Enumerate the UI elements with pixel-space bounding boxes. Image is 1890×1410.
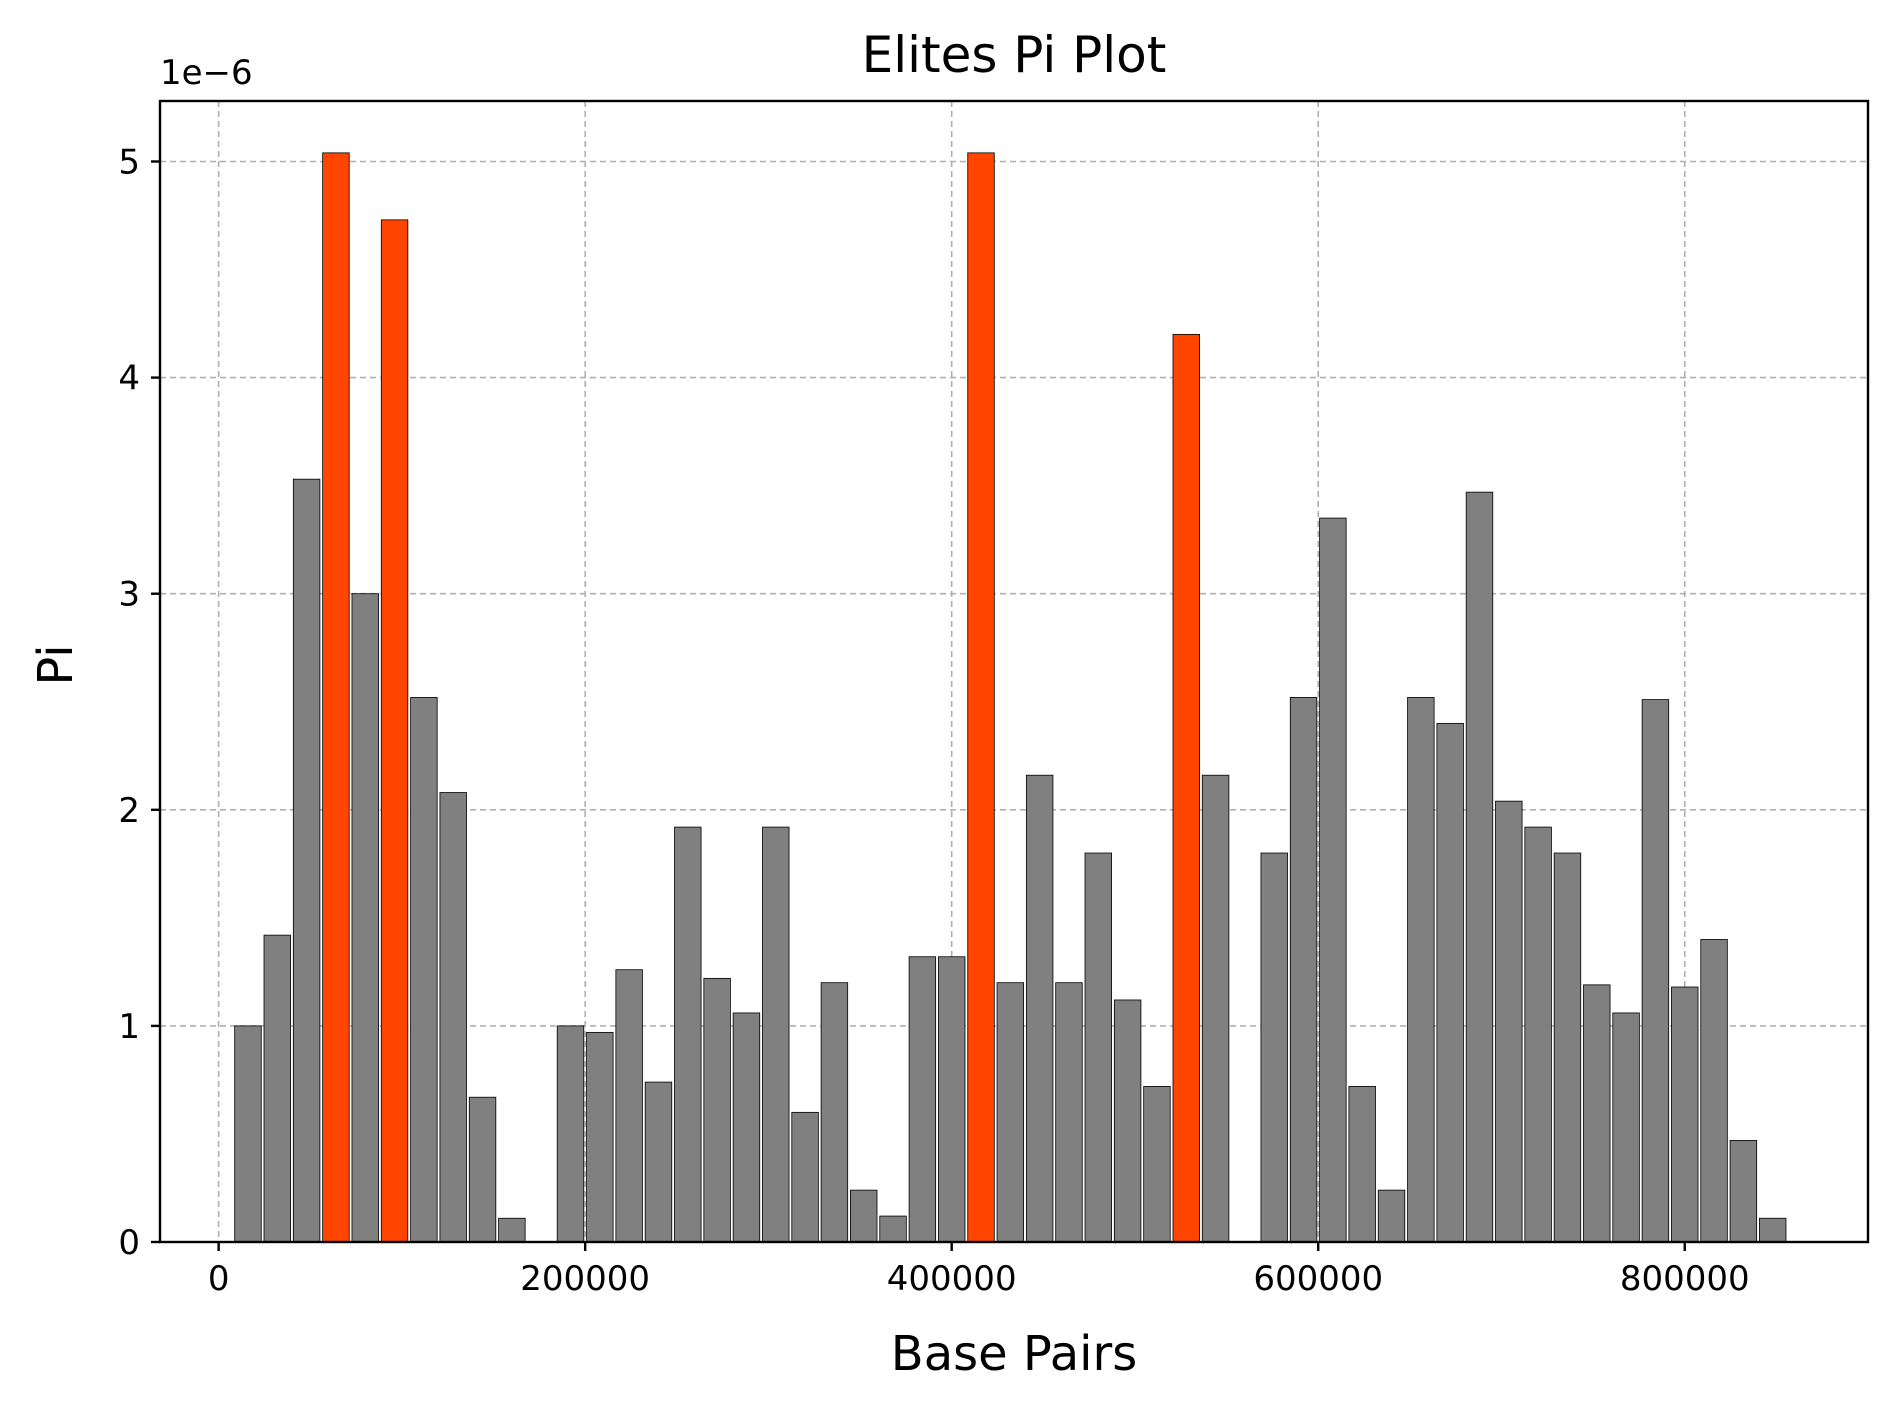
- bar: [586, 1031, 614, 1243]
- bar: [1759, 1217, 1787, 1243]
- bar: [1495, 800, 1523, 1243]
- bar: [1377, 1189, 1406, 1243]
- bar: [1583, 984, 1611, 1243]
- bar: [732, 1012, 761, 1243]
- bar: [498, 1217, 526, 1243]
- bar: [674, 826, 702, 1243]
- x-tick-label: 400000: [887, 1259, 1017, 1299]
- bar: [1671, 986, 1699, 1243]
- y-tick-label: 3: [118, 575, 140, 615]
- x-axis-ticks: 0 200000 400000 600000 800000: [208, 1242, 1750, 1299]
- bar: [1700, 939, 1728, 1243]
- x-tick-label: 200000: [520, 1259, 650, 1299]
- bar: [1143, 1086, 1171, 1243]
- bar: [879, 1215, 907, 1243]
- x-tick-label: 600000: [1253, 1259, 1383, 1299]
- bar: [1436, 722, 1464, 1243]
- bar: [1055, 982, 1083, 1243]
- bar: [439, 792, 467, 1243]
- bars: [234, 152, 1787, 1243]
- bar: [1348, 1086, 1376, 1243]
- bar: [644, 1081, 673, 1243]
- bar: [234, 1025, 262, 1243]
- bar: [820, 982, 849, 1243]
- bar: [1113, 999, 1142, 1243]
- bar: [1407, 697, 1435, 1243]
- bar: [1612, 1012, 1640, 1243]
- x-tick-label: 800000: [1620, 1259, 1750, 1299]
- bar: [1553, 852, 1582, 1243]
- x-tick-label: 0: [208, 1259, 230, 1299]
- y-axis-ticks: 0 1 2 3 4 5: [118, 143, 160, 1263]
- bar-elite: [967, 152, 995, 1243]
- bar-elite: [322, 152, 350, 1243]
- y-tick-label: 1: [118, 1007, 140, 1047]
- bar: [762, 826, 790, 1243]
- bar: [1260, 852, 1288, 1243]
- x-axis-label: Base Pairs: [891, 1326, 1137, 1382]
- y-scale-offset: 1e−6: [160, 53, 253, 93]
- bar: [938, 956, 966, 1243]
- chart-title: Elites Pi Plot: [862, 26, 1167, 84]
- bar: [791, 1111, 819, 1243]
- bar: [1524, 826, 1552, 1243]
- bar: [1201, 774, 1230, 1243]
- bar: [1084, 852, 1112, 1243]
- bar: [410, 697, 438, 1243]
- bar: [908, 956, 937, 1243]
- bar: [1289, 697, 1318, 1243]
- bar: [703, 977, 731, 1243]
- bar: [1025, 774, 1054, 1243]
- y-tick-label: 5: [118, 143, 140, 183]
- y-tick-label: 2: [118, 791, 140, 831]
- bar: [468, 1096, 497, 1243]
- bar: [351, 593, 379, 1243]
- y-tick-label: 0: [118, 1223, 140, 1263]
- bar: [556, 1025, 585, 1243]
- bar-elite: [380, 219, 409, 1243]
- bar: [1641, 699, 1670, 1243]
- bar: [263, 934, 291, 1243]
- bar: [292, 478, 321, 1243]
- bar: [1729, 1140, 1758, 1243]
- plot-frame: [158, 99, 1870, 1244]
- y-tick-label: 4: [118, 359, 140, 399]
- bar: [850, 1189, 878, 1243]
- bar: [1465, 491, 1494, 1243]
- bar: [1319, 517, 1347, 1243]
- bar-elite: [1172, 333, 1200, 1243]
- bar: [996, 982, 1025, 1243]
- y-axis-label: Pi: [28, 644, 84, 685]
- bar: [615, 969, 643, 1243]
